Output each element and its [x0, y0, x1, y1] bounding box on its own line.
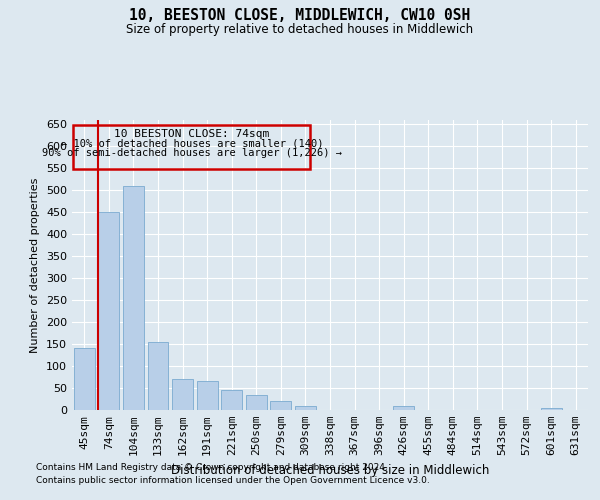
Bar: [271, 401, 292, 410]
Bar: [221, 390, 242, 410]
Bar: [123, 186, 144, 410]
Bar: [172, 379, 193, 410]
Y-axis label: Number of detached properties: Number of detached properties: [31, 178, 40, 352]
Bar: [295, 406, 316, 410]
Text: Size of property relative to detached houses in Middlewich: Size of property relative to detached ho…: [127, 22, 473, 36]
Text: 10 BEESTON CLOSE: 74sqm: 10 BEESTON CLOSE: 74sqm: [114, 129, 269, 139]
Bar: [197, 382, 218, 410]
Bar: [74, 348, 95, 410]
Bar: [541, 408, 562, 410]
Bar: [246, 394, 267, 410]
Text: 10, BEESTON CLOSE, MIDDLEWICH, CW10 0SH: 10, BEESTON CLOSE, MIDDLEWICH, CW10 0SH: [130, 8, 470, 22]
Text: 90% of semi-detached houses are larger (1,226) →: 90% of semi-detached houses are larger (…: [42, 148, 342, 158]
Bar: [148, 342, 169, 410]
Bar: [393, 406, 414, 410]
Text: ← 10% of detached houses are smaller (140): ← 10% of detached houses are smaller (14…: [61, 138, 323, 148]
Text: Contains HM Land Registry data © Crown copyright and database right 2024.: Contains HM Land Registry data © Crown c…: [36, 464, 388, 472]
Text: Contains public sector information licensed under the Open Government Licence v3: Contains public sector information licen…: [36, 476, 430, 485]
Bar: [98, 212, 119, 410]
X-axis label: Distribution of detached houses by size in Middlewich: Distribution of detached houses by size …: [171, 464, 489, 476]
